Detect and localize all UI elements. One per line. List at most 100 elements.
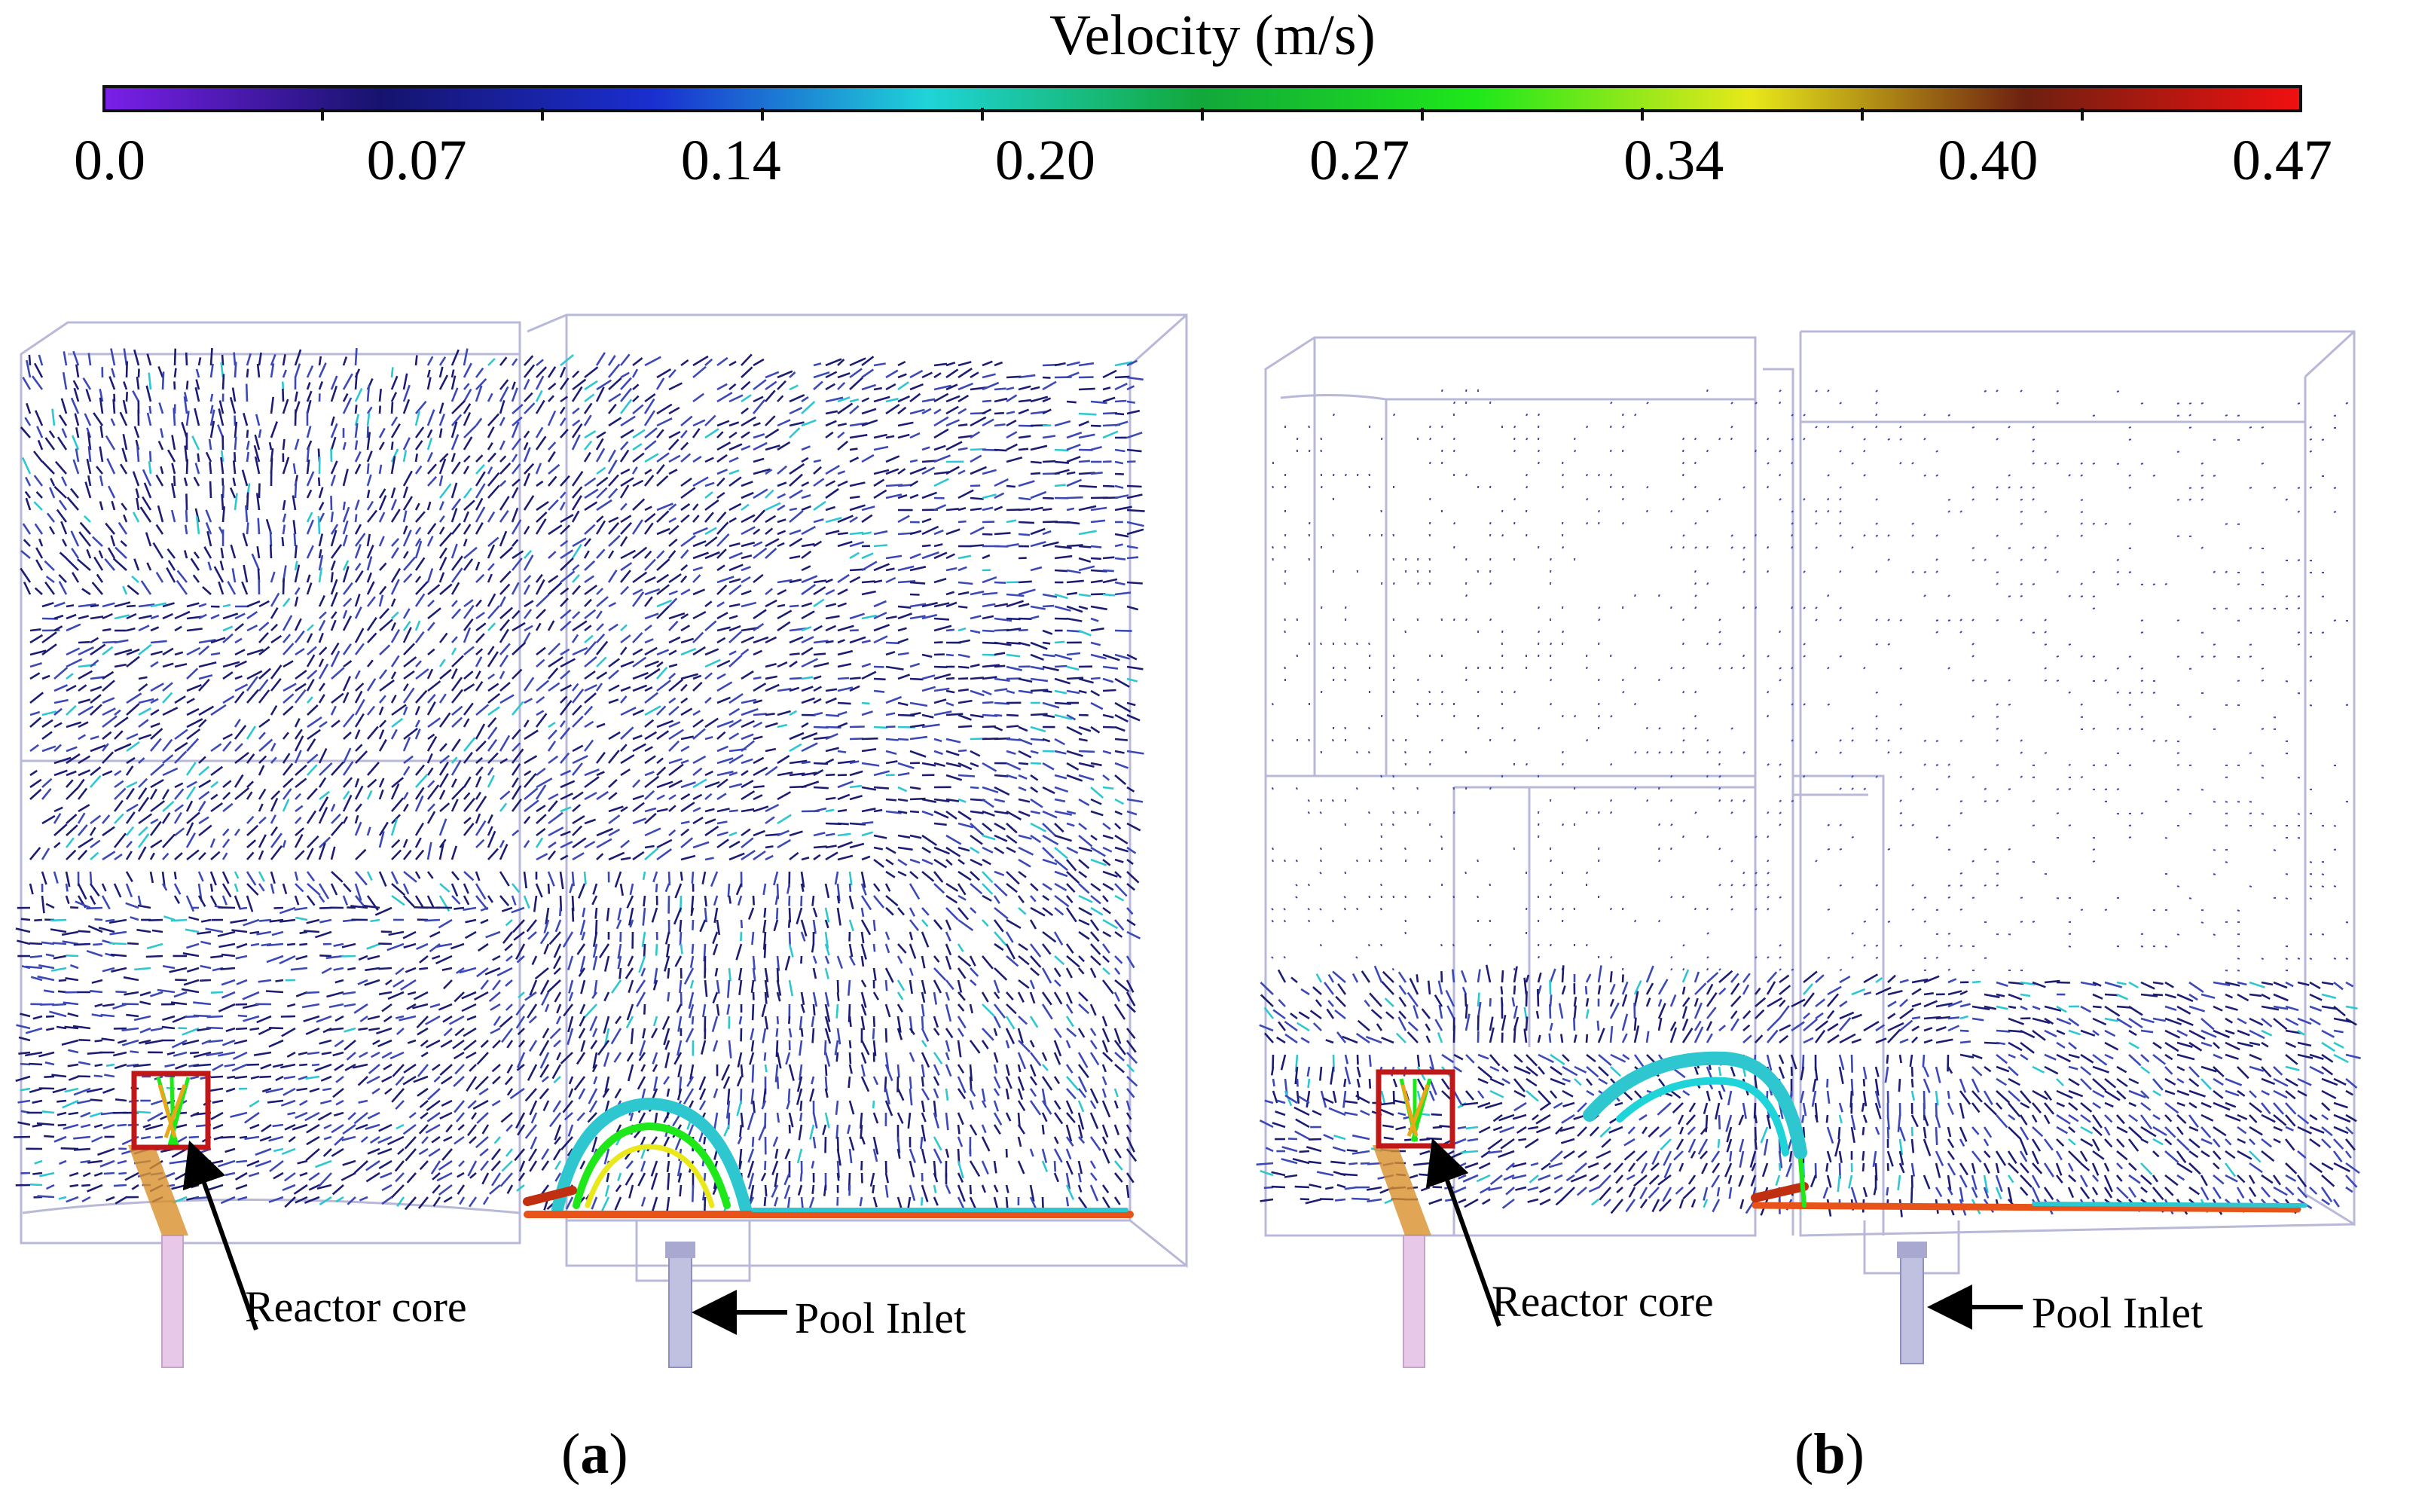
flow-vector (173, 883, 182, 895)
flow-vector (379, 562, 387, 571)
flow-vector (1077, 1088, 1087, 1098)
flow-vector (692, 365, 707, 378)
flow-vector (692, 919, 695, 930)
flow-vector (848, 931, 851, 942)
flow-vector (837, 780, 854, 789)
flow-vector (161, 812, 171, 824)
flow-vector (65, 837, 75, 848)
flow-vector (286, 942, 296, 946)
flow-vector (515, 1016, 526, 1029)
flow-vector (572, 825, 583, 836)
flow-vector (438, 1184, 453, 1196)
flow-vector (270, 353, 276, 366)
flow-vector (318, 883, 330, 900)
flow-vector (1538, 413, 1541, 417)
flow-vector (79, 521, 91, 535)
flow-vector (1126, 1064, 1135, 1073)
flow-vector (93, 556, 104, 571)
flow-vector (1102, 411, 1118, 415)
flow-vector (752, 1100, 756, 1113)
flow-vector (741, 837, 754, 849)
flow-vector (172, 1015, 188, 1023)
flow-vector (945, 419, 961, 427)
flow-vector (354, 543, 362, 559)
flow-vector (1054, 554, 1073, 560)
flow-vector (261, 1087, 272, 1093)
flow-vector (1089, 1184, 1099, 1202)
flow-vector (524, 770, 532, 777)
flow-vector (41, 814, 56, 825)
flow-vector (279, 918, 296, 923)
flow-vector (749, 1184, 755, 1202)
flow-vector (380, 1171, 392, 1179)
flow-vector (753, 468, 771, 475)
flow-vector (1126, 713, 1141, 722)
flow-vector (848, 1148, 853, 1164)
flow-vector (765, 662, 777, 668)
flow-vector (1114, 1052, 1125, 1061)
flow-vector (644, 746, 653, 753)
flow-vector (258, 732, 266, 740)
flow-vector (426, 622, 435, 631)
flow-vector (125, 826, 135, 836)
flow-vector (933, 846, 950, 855)
flow-vector (1030, 653, 1044, 661)
flow-vector (255, 1159, 272, 1168)
flow-vector (813, 711, 823, 716)
flow-vector (330, 883, 338, 896)
flow-vector (836, 1028, 841, 1045)
flow-vector (441, 1148, 453, 1161)
flow-vector (484, 967, 501, 976)
flow-vector (475, 740, 487, 752)
flow-vector (848, 883, 852, 892)
flow-vector (632, 794, 645, 801)
flow-vector (1114, 955, 1123, 964)
flow-vector (283, 705, 294, 716)
flow-vector (1066, 665, 1080, 671)
flow-vector (390, 423, 401, 438)
flow-vector (60, 1147, 79, 1150)
flow-vector (374, 906, 392, 916)
flow-vector (801, 780, 820, 789)
flow-vector (390, 729, 398, 740)
flow-vector (765, 489, 774, 499)
flow-vector (639, 1040, 646, 1056)
flow-vector (1006, 431, 1018, 439)
flow-vector (427, 607, 441, 620)
flow-vector (354, 570, 364, 583)
flow-vector (463, 362, 472, 378)
flow-vector (137, 833, 150, 848)
flow-vector (933, 1136, 942, 1151)
flow-vector (414, 719, 420, 728)
flow-vector (2032, 438, 2036, 441)
flow-vector (620, 744, 628, 752)
flow-vector (414, 576, 422, 583)
flow-vector (801, 676, 814, 680)
flow-vector (475, 599, 482, 607)
flow-vector (270, 677, 282, 692)
flow-vector (45, 1027, 55, 1031)
flow-vector (185, 786, 196, 800)
flow-vector (32, 1015, 43, 1020)
flow-vector (222, 828, 230, 836)
flow-vector (294, 718, 301, 728)
flow-vector (1018, 810, 1031, 817)
flow-vector (1102, 430, 1119, 439)
flow-vector (541, 1160, 550, 1171)
flow-vector (270, 634, 283, 644)
flow-vector (402, 373, 408, 390)
flow-vector (58, 1196, 67, 1200)
flow-vector (777, 395, 784, 402)
flow-vector (835, 1052, 839, 1062)
flow-vector (261, 1123, 272, 1132)
flow-vector (258, 871, 265, 882)
flow-vector (85, 389, 92, 402)
flow-vector (849, 504, 866, 512)
flow-vector (1646, 402, 1649, 405)
flow-vector (534, 967, 549, 980)
flow-vector (801, 565, 811, 572)
flow-vector (811, 1028, 815, 1043)
flow-vector (162, 647, 174, 656)
flow-vector (171, 435, 176, 451)
flow-vector (994, 617, 1012, 622)
